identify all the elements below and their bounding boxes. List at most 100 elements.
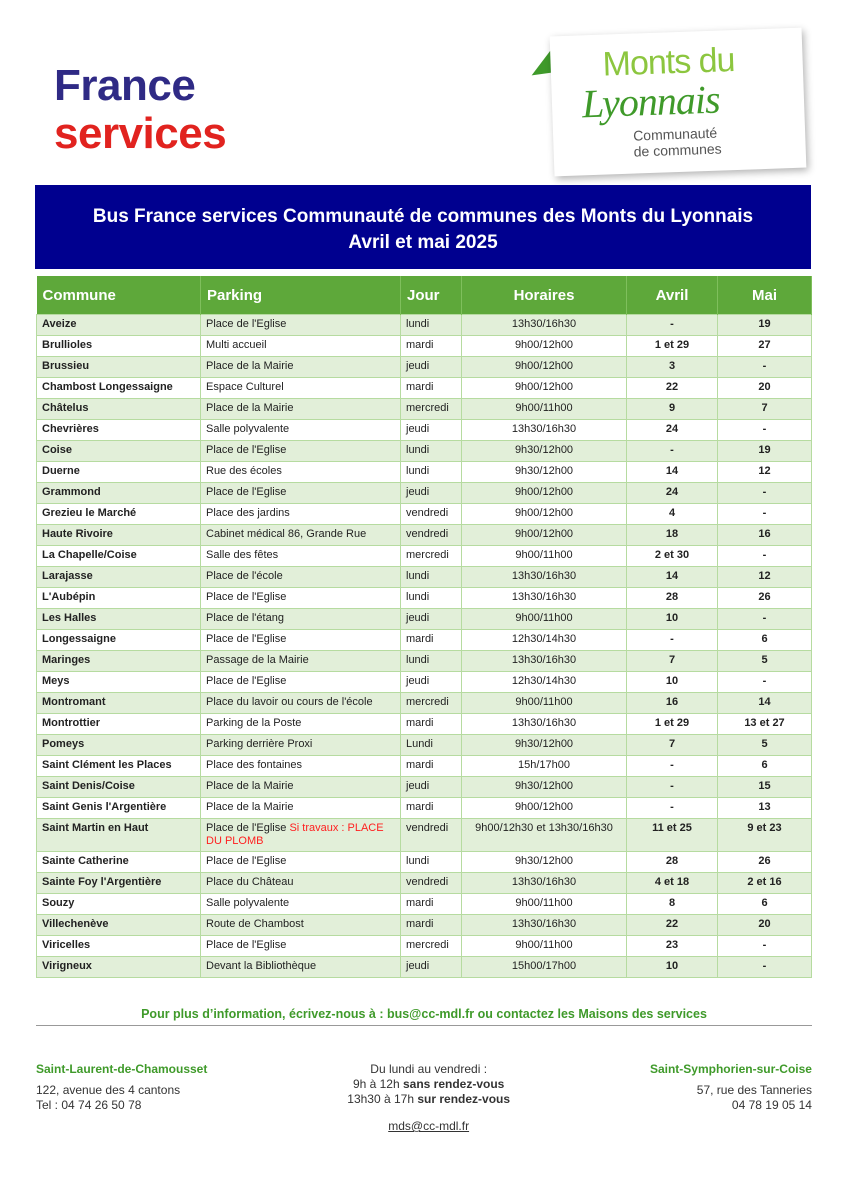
cell-parking: Place de l'Eglise (200, 587, 401, 609)
table-row: Coise Place de l'Eglise lundi 9h30/12h00-19 (36, 440, 812, 462)
cell-commune: Saint Clément les Places (36, 755, 201, 777)
cell-commune: Pomeys (36, 734, 201, 756)
cell-commune: Aveize (36, 314, 201, 336)
cell-jour: mardi (400, 335, 462, 357)
cell-commune: Brullioles (36, 335, 201, 357)
table-row: Haute Rivoire Cabinet médical 86, Grande … (36, 524, 812, 546)
divider (36, 1025, 812, 1026)
cell-parking: Place de l'Eglise (200, 629, 401, 651)
cell-parking: Rue des écoles (200, 461, 401, 483)
cell-avril: 16 (626, 692, 718, 714)
cell-mai: 20 (717, 914, 812, 936)
cell-avril: 24 (626, 482, 718, 504)
cell-parking: Place du Château (200, 872, 401, 894)
cell-horaires: 9h00/12h00 (461, 797, 627, 819)
title-banner: Bus France services Communauté de commun… (35, 185, 811, 269)
parking-note: Si travaux : PLACE DU PLOMB (206, 822, 384, 847)
cell-parking: Salle polyvalente (200, 893, 401, 915)
table-row: Larajasse Place de l'école lundi 13h30/16h3… (36, 566, 812, 588)
cell-mai: 13 et 27 (717, 713, 812, 735)
cell-avril: 4 et 18 (626, 872, 718, 894)
email-link[interactable]: mds@cc-mdl.fr (388, 1119, 470, 1133)
cell-commune: Châtelus (36, 398, 201, 420)
cell-commune: Meys (36, 671, 201, 693)
cell-mai: 16 (717, 524, 812, 546)
cell-jour: jeudi (400, 356, 462, 378)
cell-horaires: 9h00/12h00 (461, 335, 627, 357)
cell-parking: Place de l'école (200, 566, 401, 588)
cell-horaires: 13h30/16h30 (461, 314, 627, 336)
cell-mai: - (717, 419, 812, 441)
table-row: Montromant Place du lavoir ou cours de l'… (36, 692, 812, 714)
cell-commune: Brussieu (36, 356, 201, 378)
cell-avril: 7 (626, 734, 718, 756)
cell-parking: Parking derrière Proxi (200, 734, 401, 756)
table-row: La Chapelle/Coise Salle des fêtes mercredi… (36, 545, 812, 567)
table-row: Virigneux Devant la Bibliothèque jeudi 15h0… (36, 956, 812, 978)
logo-line-communaute: Communauté de communes (632, 124, 722, 160)
cell-jour: lundi (400, 566, 462, 588)
table-row: Châtelus Place de la Mairie mercredi 9h00/1… (36, 398, 812, 420)
table-row: Aveize Place de l'Eglise lundi 13h30/16h30-… (36, 314, 812, 336)
cell-horaires: 9h00/12h00 (461, 524, 627, 546)
cell-commune: Duerne (36, 461, 201, 483)
table-row: Longessaigne Place de l'Eglise mardi 12h30/… (36, 629, 812, 651)
col-jour: Jour (400, 276, 462, 315)
cell-jour: mercredi (400, 935, 462, 957)
cell-horaires: 9h00/11h00 (461, 608, 627, 630)
cell-mai: 6 (717, 893, 812, 915)
cell-parking: Espace Culturel (200, 377, 401, 399)
cell-commune: Longessaigne (36, 629, 201, 651)
cell-horaires: 9h30/12h00 (461, 734, 627, 756)
cell-avril: 24 (626, 419, 718, 441)
cell-avril: 28 (626, 587, 718, 609)
cell-horaires: 13h30/16h30 (461, 419, 627, 441)
cell-jour: jeudi (400, 671, 462, 693)
cell-avril: - (626, 755, 718, 777)
table-row: Saint Denis/Coise Place de la Mairie jeudi… (36, 776, 812, 798)
cell-jour: mercredi (400, 692, 462, 714)
cell-mai: 12 (717, 461, 812, 483)
cell-mai: 7 (717, 398, 812, 420)
table-row: Maringes Passage de la Mairie lundi 13h30/1… (36, 650, 812, 672)
table-row: Les Halles Place de l'étang jeudi 9h00/11h0… (36, 608, 812, 630)
cell-parking: Place de l'Eglise (200, 671, 401, 693)
cell-mai: 2 et 16 (717, 872, 812, 894)
cell-jour: vendredi (400, 524, 462, 546)
cell-commune: Larajasse (36, 566, 201, 588)
cell-parking: Place du lavoir ou cours de l'école (200, 692, 401, 714)
cell-parking: Cabinet médical 86, Grande Rue (200, 524, 401, 546)
cell-commune: Montrottier (36, 713, 201, 735)
cell-commune: Grammond (36, 482, 201, 504)
cell-jour: lundi (400, 587, 462, 609)
cell-jour: mardi (400, 797, 462, 819)
cell-mai: 15 (717, 776, 812, 798)
cell-parking: Place de l'Eglise (200, 314, 401, 336)
cell-jour: mardi (400, 755, 462, 777)
cell-jour: mardi (400, 893, 462, 915)
cell-commune: Les Halles (36, 608, 201, 630)
cell-parking: Place de l'étang (200, 608, 401, 630)
cell-mai: 5 (717, 650, 812, 672)
cell-avril: - (626, 440, 718, 462)
cell-mai: 6 (717, 629, 812, 651)
col-commune: Commune (36, 276, 201, 315)
cell-commune: Villechenève (36, 914, 201, 936)
cell-jour: vendredi (400, 872, 462, 894)
cell-commune: Saint Genis l'Argentière (36, 797, 201, 819)
cell-commune: Saint Martin en Haut (36, 818, 201, 852)
cell-avril: 18 (626, 524, 718, 546)
cell-jour: jeudi (400, 608, 462, 630)
table-row: Montrottier Parking de la Poste mardi 13h30… (36, 713, 812, 735)
cell-avril: 10 (626, 608, 718, 630)
cell-avril: - (626, 629, 718, 651)
cell-jour: jeudi (400, 776, 462, 798)
logo-line-lyonnais: Lyonnais (581, 76, 721, 127)
cell-horaires: 13h30/16h30 (461, 914, 627, 936)
cell-mai: - (717, 608, 812, 630)
cell-mai: - (717, 935, 812, 957)
cell-parking: Place de la Mairie (200, 398, 401, 420)
cell-avril: 8 (626, 893, 718, 915)
cell-horaires: 9h00/12h30 et 13h30/16h30 (461, 818, 627, 852)
table-row: Saint Genis l'Argentière Place de la Mair… (36, 797, 812, 819)
